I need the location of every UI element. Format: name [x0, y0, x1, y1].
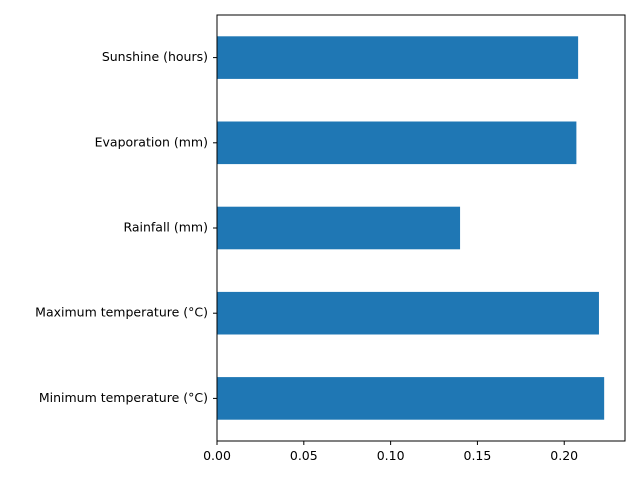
y-tick-label-2: Rainfall (mm)	[123, 220, 208, 235]
x-tick-label-4: 0.20	[550, 448, 578, 463]
y-axis-ticks: Minimum temperature (°C) Maximum temperat…	[35, 49, 217, 405]
bar-0	[217, 377, 605, 420]
x-axis-ticks: 0.00 0.05 0.10 0.15 0.20	[203, 441, 578, 463]
bar-3	[217, 121, 577, 165]
x-tick-label-3: 0.15	[464, 448, 492, 463]
y-tick-label-1: Maximum temperature (°C)	[35, 305, 208, 320]
x-tick-label-0: 0.00	[203, 448, 231, 463]
bars-group	[217, 36, 605, 420]
y-tick-label-3: Evaporation (mm)	[95, 134, 208, 149]
x-tick-label-2: 0.10	[377, 448, 405, 463]
y-tick-label-0: Minimum temperature (°C)	[39, 390, 208, 405]
plot-frame	[216, 14, 626, 442]
x-tick-label-1: 0.05	[290, 448, 318, 463]
y-tick-label-4: Sunshine (hours)	[102, 49, 208, 64]
bar-4	[217, 36, 579, 79]
bar-1	[217, 291, 599, 335]
bar-2	[217, 206, 461, 250]
